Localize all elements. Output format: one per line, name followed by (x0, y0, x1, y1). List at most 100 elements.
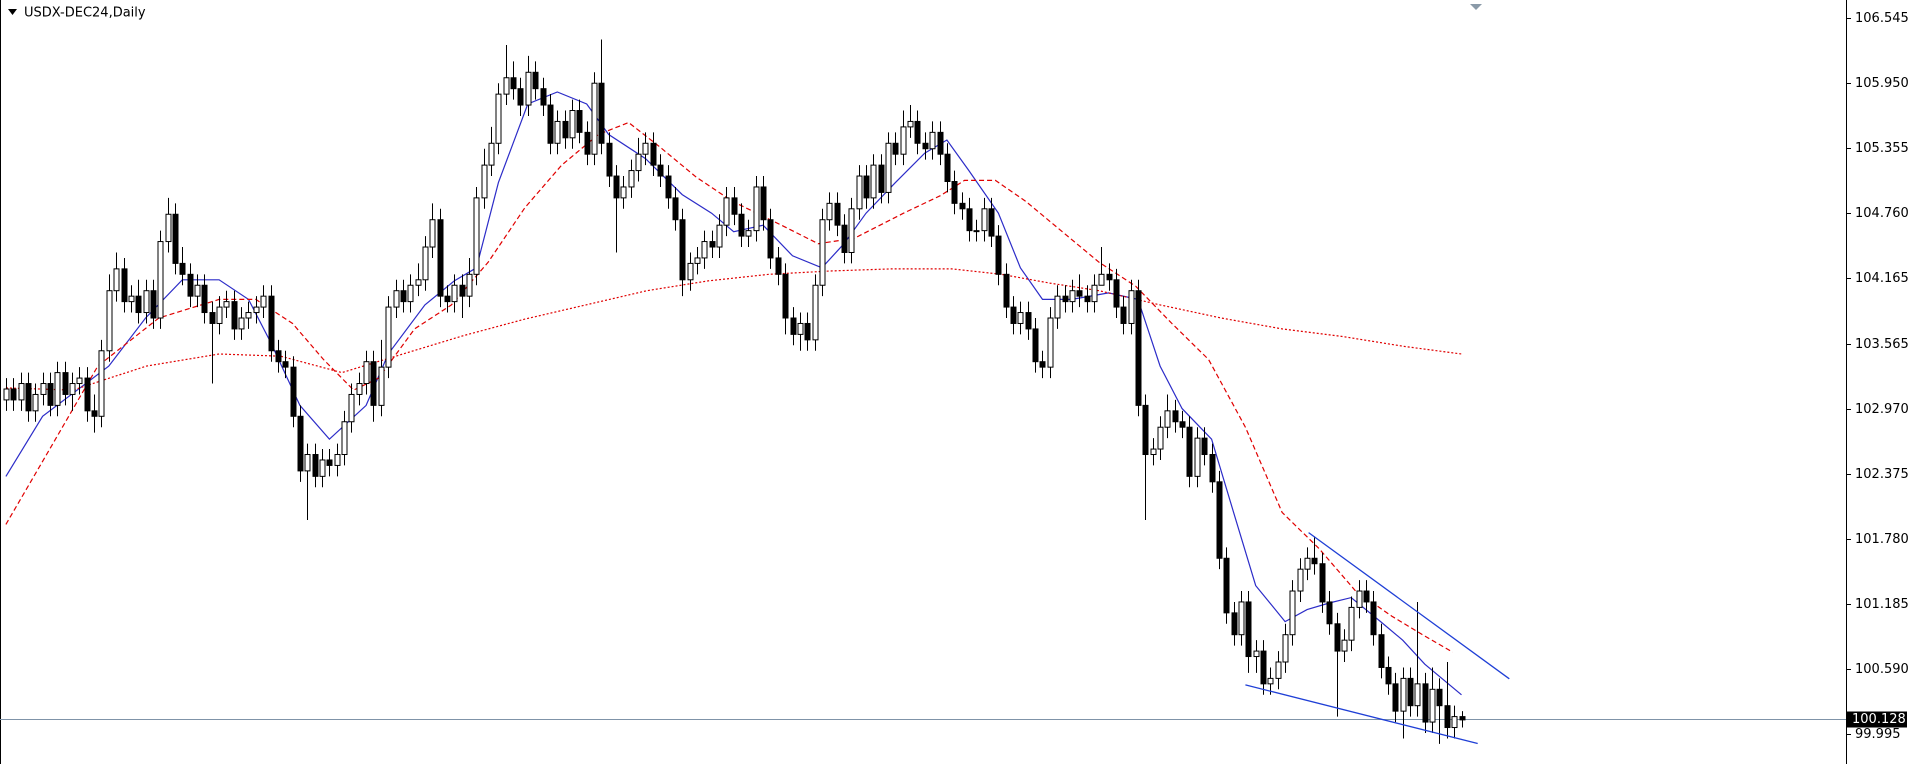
candle-body (1025, 312, 1032, 330)
candle-body (834, 202, 841, 226)
candle-body (973, 230, 980, 233)
candle-body (1392, 683, 1399, 712)
candle-body (473, 197, 480, 275)
candle-body (1267, 677, 1274, 685)
candle-body (731, 197, 738, 215)
candle-body (1245, 601, 1252, 658)
candle-body (209, 312, 216, 324)
candle-body (451, 284, 458, 303)
candle-body (1223, 557, 1230, 614)
candle-body (319, 459, 326, 477)
candle-body (929, 131, 936, 150)
candle-body (650, 142, 657, 166)
candle-body (944, 153, 951, 182)
candle-body (194, 284, 201, 297)
candle-body (10, 388, 17, 401)
candle-body (1260, 650, 1267, 685)
y-tick-label: 101.185 (1855, 597, 1909, 612)
candle-body (459, 284, 466, 297)
candle-body (510, 77, 517, 90)
candle-body (1451, 716, 1458, 729)
candle-body (400, 290, 407, 303)
candle-body (753, 186, 760, 232)
symbol-menu-arrow[interactable] (8, 9, 17, 15)
candle-body (1179, 421, 1186, 428)
candle-body (91, 410, 98, 417)
candle-body (165, 213, 172, 243)
y-tick-label: 99.995 (1855, 727, 1901, 742)
candle-body (223, 301, 230, 308)
candle-body (672, 197, 679, 221)
candle-body (1150, 448, 1157, 456)
candle-body (687, 262, 694, 281)
candle-body (143, 290, 150, 314)
candle-body (363, 361, 370, 385)
candle-body (1444, 705, 1451, 729)
candle-body (1326, 601, 1333, 625)
candle-body (767, 219, 774, 259)
candle-body (856, 175, 863, 210)
candle-body (576, 110, 583, 133)
candle-body (415, 279, 422, 286)
candle-body (701, 241, 708, 259)
candle-body (1363, 590, 1370, 603)
candle-body (290, 366, 297, 417)
shift-marker[interactable] (1470, 4, 1482, 10)
candle-body (106, 290, 113, 352)
candle-body (341, 421, 348, 456)
candle-body (1238, 601, 1245, 636)
candle-body (1289, 590, 1296, 636)
candle-body (613, 175, 620, 199)
candle-body (245, 312, 252, 319)
candle-body (562, 120, 569, 139)
candle-body (863, 175, 870, 199)
candle-body (47, 383, 54, 406)
candle-body (1003, 273, 1010, 308)
trend-line (1245, 684, 1478, 745)
candle-body (812, 284, 819, 341)
candle-body (1304, 557, 1311, 570)
candle-body (231, 301, 238, 330)
candle-body (481, 164, 488, 199)
candle-body (892, 142, 899, 155)
candle-body (914, 120, 921, 144)
y-tick-label: 102.375 (1855, 467, 1909, 482)
candle-body (422, 246, 429, 281)
candle-body (370, 361, 377, 406)
candle-body (113, 268, 120, 292)
candle-body (1356, 590, 1363, 608)
candle-body (334, 454, 341, 466)
candle-body (121, 268, 128, 303)
candle-body (1091, 284, 1098, 303)
candle-body (826, 202, 833, 221)
candle-body (326, 459, 333, 466)
y-tick-label: 105.355 (1855, 141, 1909, 156)
candle-body (216, 306, 223, 324)
candle-body (907, 120, 914, 128)
last-price-box (1847, 711, 1907, 728)
candle-body (1054, 295, 1061, 319)
y-tick-label: 104.165 (1855, 271, 1909, 286)
candle-body (1429, 688, 1436, 723)
candle-body (1164, 410, 1171, 428)
candle-body (1069, 290, 1076, 303)
candle-body (1047, 317, 1054, 368)
y-tick-label: 105.950 (1855, 76, 1909, 91)
candle-body (1120, 306, 1127, 324)
candle-body (1194, 437, 1201, 477)
candle-body (569, 110, 576, 139)
candle-body (1378, 634, 1385, 668)
candle-body (1231, 612, 1238, 636)
candle-body (348, 393, 355, 423)
candle-body (1106, 273, 1113, 281)
candle-body (1172, 410, 1179, 423)
candle-body (1297, 568, 1304, 592)
candle-body (1407, 677, 1414, 707)
candle-body (1275, 661, 1282, 679)
candle-body (297, 415, 304, 472)
candle-body (709, 241, 716, 248)
candle-body (1186, 426, 1193, 477)
candle-body (1098, 273, 1105, 286)
candle-body (1010, 306, 1017, 324)
candle-body (517, 88, 524, 106)
